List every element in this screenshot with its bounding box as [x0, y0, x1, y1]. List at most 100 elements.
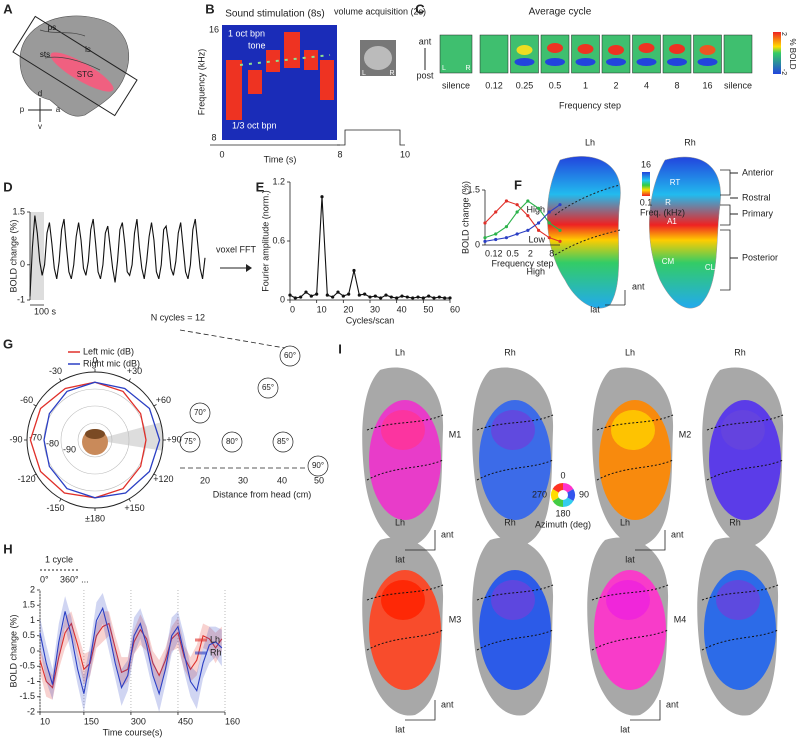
y-tick-label: 1.2: [272, 176, 285, 186]
label: 1: [583, 80, 588, 90]
label: tone: [248, 40, 266, 50]
label: High: [526, 204, 545, 214]
label: v: [38, 122, 42, 131]
y-tick-label: 0: [280, 294, 285, 304]
label: ant: [441, 529, 454, 539]
guide: [179, 329, 305, 469]
data-point: [299, 295, 303, 299]
map-tile: [662, 34, 692, 74]
spectrogram: [210, 25, 405, 146]
data-point: [293, 296, 297, 300]
label: R: [389, 70, 394, 77]
y-tick-label: 0.6: [272, 235, 285, 245]
label: ant: [632, 281, 645, 291]
label: 1 cycle: [45, 554, 73, 564]
label: lat: [625, 554, 635, 564]
angle-tick: [59, 378, 62, 382]
label: -90: [9, 434, 22, 444]
map-blob: [667, 58, 687, 66]
data-point: [547, 236, 551, 240]
data-point: [558, 228, 562, 232]
panel-letter: D: [3, 179, 12, 194]
label: High: [526, 266, 545, 276]
orient-arrow: [405, 700, 436, 721]
r-tick-label: -90: [63, 444, 76, 454]
wheel-sector: [563, 489, 576, 501]
label: M2: [679, 429, 692, 439]
label: 30: [238, 475, 248, 485]
label: N cycles = 12: [151, 312, 205, 322]
map-blob: [491, 410, 535, 450]
label: 40: [277, 475, 287, 485]
data-point: [526, 199, 530, 203]
label: 0.1: [640, 197, 653, 207]
label: 90°: [312, 461, 324, 470]
label: Frequency step: [491, 258, 553, 268]
wheel-sector: [550, 489, 563, 501]
label: Fourier amplitude (norm.): [260, 190, 270, 292]
label: 85°: [277, 437, 289, 446]
label: sts: [40, 50, 50, 59]
map-tile: [723, 34, 753, 74]
data-point: [416, 295, 420, 299]
label: 2: [613, 80, 618, 90]
wheel-hole: [558, 490, 568, 500]
contour: [476, 459, 554, 481]
y-tick-label: 0: [475, 239, 480, 249]
data-point: [304, 290, 308, 294]
label: 65°: [262, 383, 274, 392]
contour: [701, 629, 779, 651]
label: 0: [219, 149, 224, 159]
data-point: [483, 236, 487, 240]
label: L: [442, 65, 446, 72]
x-tick-label: 300: [131, 716, 146, 726]
data-point: [384, 293, 388, 297]
map-blob: [381, 580, 425, 620]
label: Left mic (dB): [83, 346, 134, 356]
label: 100 s: [34, 306, 57, 316]
map-blob: [514, 58, 535, 66]
y-tick-label: 0: [20, 259, 25, 269]
data-point: [526, 214, 530, 218]
data-point: [483, 239, 487, 243]
data-point: [558, 239, 562, 243]
ring: [77, 422, 113, 458]
panel-letter: A: [3, 1, 13, 16]
y-tick-label: 2: [30, 584, 35, 594]
label: +90: [166, 434, 181, 444]
data-point: [494, 210, 498, 214]
label: 1/3 oct bpn: [232, 120, 277, 130]
data-point: [504, 236, 509, 240]
panel-letter: F: [514, 177, 522, 192]
map-blob: [699, 45, 716, 55]
data-point: [341, 294, 345, 298]
position-circle: [257, 377, 279, 399]
data-point: [347, 292, 351, 296]
label: 0.25: [516, 80, 534, 90]
map-blob: [547, 43, 563, 53]
label: ±180: [85, 513, 105, 523]
data-point: [536, 228, 541, 232]
label: +60: [156, 395, 171, 405]
average-cycle-maps: [424, 32, 781, 74]
label: -120: [18, 474, 36, 484]
label: 0°: [40, 574, 49, 584]
label: Lh: [585, 137, 595, 147]
data-point: [411, 296, 415, 300]
label: 16: [209, 24, 219, 34]
contour: [706, 459, 784, 481]
map-blob: [577, 44, 594, 54]
y-tick-label: 0.5: [22, 630, 35, 640]
data-point: [368, 295, 372, 299]
label: Rh: [504, 517, 516, 527]
position-circle: [179, 431, 201, 453]
x-tick-label: 150: [84, 716, 99, 726]
contour: [366, 629, 444, 651]
label: 0: [92, 355, 97, 365]
y-tick-label: 1.5: [22, 600, 35, 610]
map-blob: [636, 58, 657, 66]
data-point: [547, 210, 551, 214]
data-line: [289, 196, 450, 299]
angle-tick: [128, 378, 131, 382]
label: STG: [77, 70, 93, 79]
